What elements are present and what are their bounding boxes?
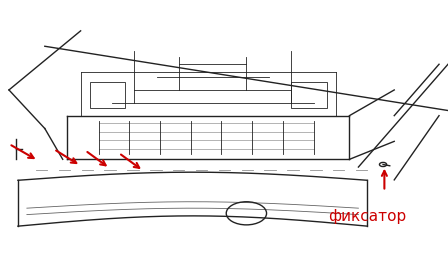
Bar (291, 82, 327, 108)
Bar (90, 82, 125, 108)
Text: фиксатор: фиксатор (328, 209, 406, 224)
